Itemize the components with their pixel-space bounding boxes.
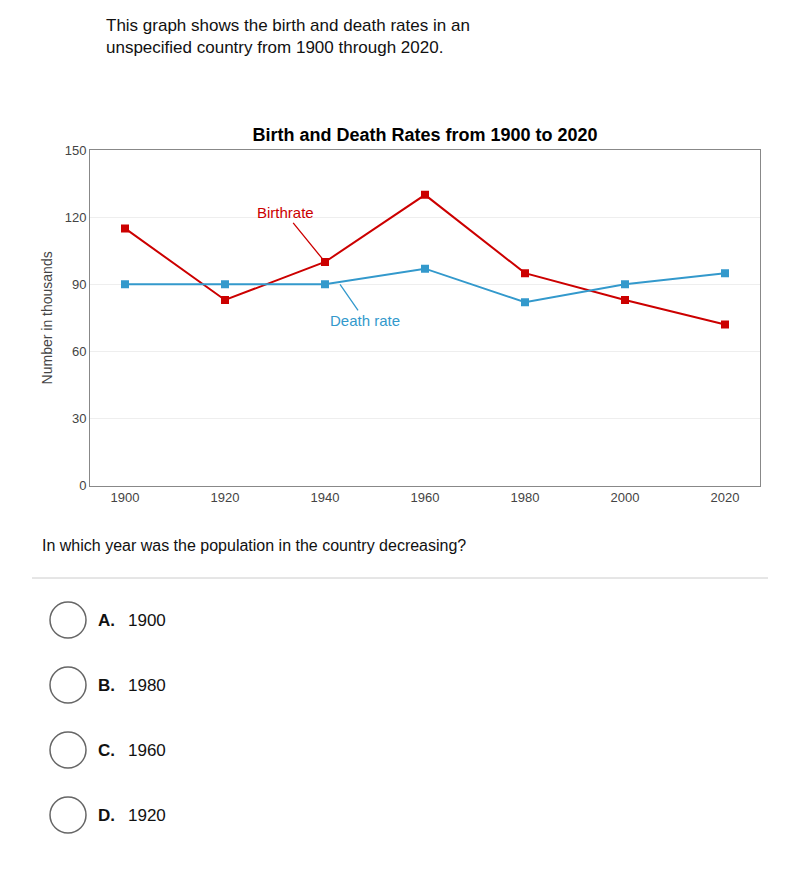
svg-text:2000: 2000: [611, 490, 640, 505]
svg-text:120: 120: [65, 210, 87, 225]
svg-text:Death rate: Death rate: [330, 312, 400, 329]
svg-text:1980: 1980: [511, 490, 540, 505]
svg-text:Number in thousands: Number in thousands: [39, 251, 55, 384]
svg-text:unspecified country from 1900: unspecified country from 1900 through 20…: [106, 38, 443, 57]
svg-text:B.: B.: [98, 676, 115, 695]
svg-text:1920: 1920: [211, 490, 240, 505]
svg-text:30: 30: [72, 411, 86, 426]
svg-text:Birth and Death Rates from 190: Birth and Death Rates from 1900 to 2020: [252, 125, 597, 145]
svg-text:C.: C.: [98, 741, 115, 760]
svg-text:1980: 1980: [128, 676, 166, 695]
svg-text:90: 90: [72, 277, 86, 292]
svg-text:60: 60: [72, 344, 86, 359]
svg-text:1900: 1900: [128, 611, 166, 630]
svg-text:0: 0: [79, 478, 86, 493]
svg-text:1920: 1920: [128, 806, 166, 825]
svg-text:2020: 2020: [711, 490, 740, 505]
svg-text:This graph shows the birth and: This graph shows the birth and death rat…: [106, 16, 470, 35]
svg-text:D.: D.: [98, 806, 115, 825]
svg-text:1960: 1960: [128, 741, 166, 760]
svg-text:150: 150: [65, 143, 87, 158]
svg-text:Birthrate: Birthrate: [257, 204, 314, 221]
svg-text:1900: 1900: [111, 490, 140, 505]
svg-text:1960: 1960: [411, 490, 440, 505]
svg-text:1940: 1940: [311, 490, 340, 505]
svg-text:In which year was the populati: In which year was the population in the …: [42, 537, 466, 554]
svg-text:A.: A.: [98, 611, 115, 630]
